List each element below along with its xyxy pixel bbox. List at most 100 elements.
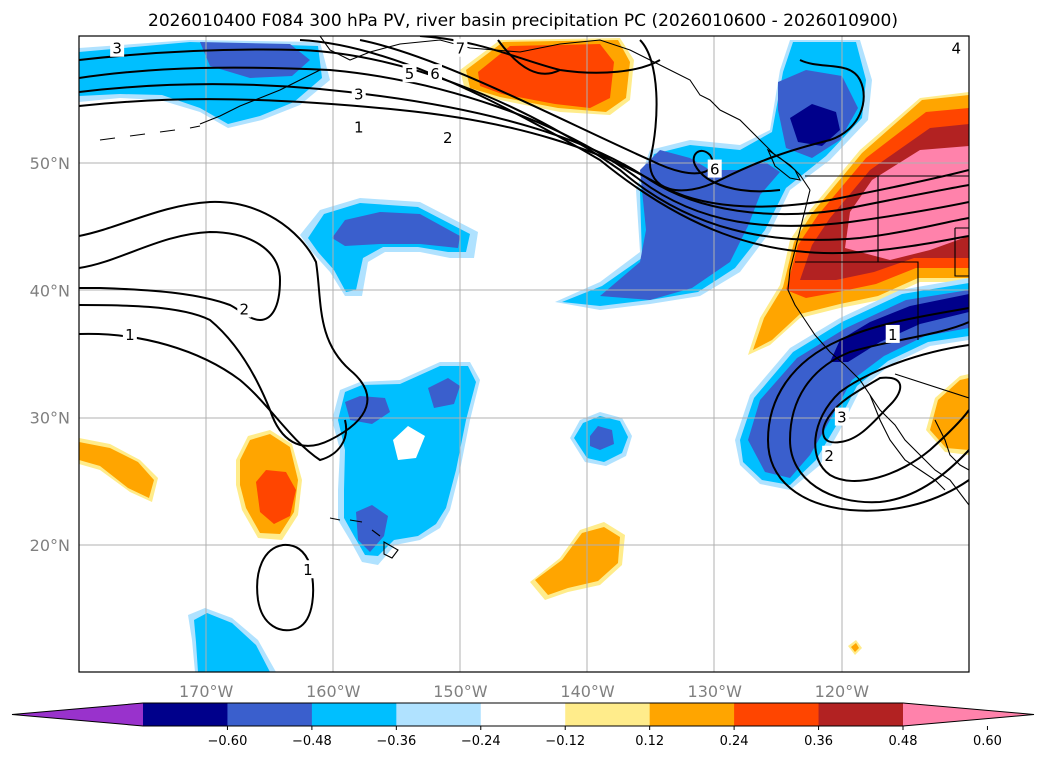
lat-tick-label: 40°N	[30, 281, 70, 300]
lon-tick-label: 150°W	[433, 682, 488, 701]
colorbar-segment	[396, 703, 482, 726]
shade-nepac-dark	[600, 150, 780, 300]
pv-contour-label: 6	[430, 65, 440, 83]
coast-vancouver-island	[766, 148, 801, 181]
pv-contour-label-bg	[351, 117, 366, 136]
shade-tiny-dot-inner	[851, 643, 859, 652]
pv-contour-label: 2	[824, 447, 834, 465]
pv-contour-label: 4	[952, 40, 962, 58]
colorbar-segment	[143, 703, 228, 726]
pv-contour-label-bg	[885, 324, 900, 343]
pv-contour-mid-1b	[79, 332, 348, 462]
pv-contour-label-bg	[122, 324, 137, 343]
lat-tick-labels: 50°N 40°N 30°N 20°N	[30, 154, 70, 555]
pv-contour-mid-2	[79, 200, 369, 447]
colorbar-outline	[11, 702, 1035, 727]
state-border-5	[894, 373, 969, 399]
shade-central-dark2	[428, 378, 460, 408]
pv-contour-label-bg	[822, 445, 837, 464]
colorbar-tick-label: −0.48	[292, 734, 332, 749]
pv-contour-label: 1	[888, 326, 898, 344]
shade-central-hole	[393, 426, 425, 460]
coast-hawaii	[329, 517, 399, 559]
lat-tick-label: 50°N	[30, 154, 70, 173]
shade-nepac-darkest	[790, 104, 840, 146]
pv-contour-sw-low-4	[814, 344, 969, 482]
pv-contour-label-bg	[110, 38, 125, 57]
pv-contour-label: 1	[303, 561, 313, 579]
pv-contour-6-north	[359, 39, 781, 193]
pv-contour-3-north	[79, 66, 969, 227]
colorbar-tick-label: 0.48	[889, 734, 918, 749]
pv-contour-label-bg	[440, 127, 455, 146]
colorbar-segment	[734, 703, 820, 726]
shade-sub-orange	[535, 527, 620, 595]
shade-bottomleft	[194, 613, 270, 672]
lat-tick-label: 30°N	[30, 409, 70, 428]
precipitation-shading	[79, 38, 969, 672]
colorbar-segment	[649, 703, 735, 726]
shade-wcoast-pink	[845, 146, 969, 260]
pv-contour-label: 3	[837, 409, 847, 427]
pv-contour-label: 3	[112, 40, 122, 58]
pv-contour-sw-low-1	[766, 307, 969, 512]
colorbar-segment	[227, 703, 313, 726]
colorbar-segment	[565, 703, 651, 726]
lon-tick-labels: 170°W 160°W 150°W 140°W 130°W 120°W	[179, 682, 869, 701]
coast-mexico-mainland	[934, 419, 969, 471]
lon-tick-label: 120°W	[815, 682, 870, 701]
pv-contour-label-bg	[351, 84, 366, 103]
pv-contour-label: 2	[240, 300, 250, 318]
lon-tick-label: 130°W	[688, 682, 743, 701]
shade-goa-red	[478, 44, 614, 108]
pv-contour-label-bg	[428, 64, 442, 83]
shade-small-blue-dark	[590, 426, 614, 450]
pv-contour-label: 3	[354, 86, 364, 104]
colorbar-extend-low	[12, 703, 143, 726]
pv-contour-alaska-loop	[639, 39, 865, 192]
pv-contour-label-bg	[707, 159, 722, 178]
coast-aleutian-isles	[99, 125, 201, 141]
pv-contour-label-bg	[949, 38, 964, 57]
colorbar-tick-label: 0.24	[720, 734, 749, 749]
pv-contour-label-bg	[834, 407, 849, 426]
pv-contour-label: 2	[443, 129, 453, 147]
pv-contour-label: 7	[456, 40, 466, 58]
map-frame	[78, 35, 970, 673]
pv-contour-label: 6	[710, 161, 720, 179]
colorbar-tick-label: 0.36	[804, 734, 833, 749]
colorbar-tick-label: −0.36	[376, 734, 416, 749]
pv-contour-label: 1	[125, 326, 135, 344]
pv-contour-label: 5	[405, 65, 415, 83]
pv-contour-2-north	[79, 83, 969, 216]
colorbar-segment	[311, 703, 397, 726]
pv-contour-1-north	[79, 98, 969, 208]
shade-hawaii-west-red	[256, 470, 296, 524]
lat-tick-label: 20°N	[30, 536, 70, 555]
state-border-4	[954, 227, 969, 277]
lon-tick-label: 140°W	[560, 682, 615, 701]
pv-contour-label-bg	[453, 38, 468, 57]
pv-contour-4-north	[79, 48, 969, 241]
colorbar-tick-label: −0.12	[545, 734, 585, 749]
coast-aleutians	[199, 69, 321, 125]
chart-title: 2026010400 F084 300 hPa PV, river basin …	[148, 11, 898, 31]
shade-central-dark1	[345, 396, 390, 424]
colorbar-segment	[818, 703, 904, 726]
pv-contour-label-bg	[237, 299, 252, 318]
colorbar-segment	[480, 703, 566, 726]
colorbar-extend-high	[903, 703, 1034, 726]
lon-tick-label: 170°W	[179, 682, 234, 701]
pv-contour-sw-low-3	[822, 376, 902, 444]
pv-contour-dome	[497, 39, 561, 75]
colorbar-tick-label: 0.12	[635, 734, 664, 749]
pv-contour-label: 1	[354, 119, 364, 137]
colorbar-tick-label: −0.60	[208, 734, 248, 749]
shade-central-dark3	[356, 505, 388, 552]
lon-tick-label: 160°W	[306, 682, 361, 701]
colorbar-tick-label: 0.60	[973, 734, 1002, 749]
colorbar: −0.60 −0.48 −0.36 −0.24 −0.12 0.12 0.24 0.36 0.4…	[11, 702, 1035, 749]
